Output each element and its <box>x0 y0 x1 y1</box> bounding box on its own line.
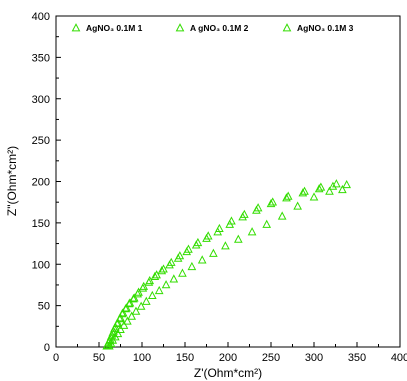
y-tick-label: 50 <box>38 301 50 313</box>
y-tick-label: 100 <box>32 259 50 271</box>
data-point <box>124 318 131 325</box>
x-axis-title: Z'(Ohm*cm²) <box>194 366 262 380</box>
plot-area-border <box>56 16 400 347</box>
plot-frame <box>56 16 400 347</box>
data-point <box>210 250 217 257</box>
y-tick-label: 200 <box>32 177 50 189</box>
data-point <box>149 292 156 299</box>
data-point <box>263 221 270 228</box>
x-tick-label: 250 <box>262 352 280 364</box>
data-point <box>326 188 333 195</box>
data-point <box>128 313 135 320</box>
data-point <box>249 228 256 235</box>
data-point <box>179 270 186 277</box>
series-2 <box>103 180 340 349</box>
data-point <box>222 242 229 249</box>
data-point <box>163 281 170 288</box>
data-point <box>311 193 318 200</box>
data-point <box>199 256 206 263</box>
legend-marker-icon <box>284 24 291 31</box>
data-point <box>294 203 301 210</box>
data-point <box>170 275 177 282</box>
data-point <box>343 181 350 188</box>
y-tick-label: 150 <box>32 218 50 230</box>
legend-item-2: A gNO₃ 0.1M 2 <box>177 23 249 33</box>
x-tick-label: 400 <box>391 352 407 364</box>
y-axis: 0 50 100 150 200 250 300 350 400 <box>32 11 61 354</box>
y-tick-label: 300 <box>32 94 50 106</box>
data-point <box>156 287 163 294</box>
x-tick-label: 350 <box>348 352 366 364</box>
data-point <box>279 212 286 219</box>
x-tick-label: 200 <box>219 352 237 364</box>
legend-item-1: AgNO₃ 0.1M 1 <box>73 23 143 33</box>
y-tick-label: 350 <box>32 52 50 64</box>
legend-label: A gNO₃ 0.1M 2 <box>190 23 249 33</box>
legend-item-3: AgNO₃ 0.1M 3 <box>284 23 354 33</box>
legend-label: AgNO₃ 0.1M 3 <box>297 23 354 33</box>
y-tick-label: 0 <box>44 342 50 354</box>
legend-label: AgNO₃ 0.1M 1 <box>86 23 143 33</box>
x-tick-label: 50 <box>93 352 105 364</box>
x-tick-label: 0 <box>53 352 59 364</box>
y-tick-label: 250 <box>32 135 50 147</box>
y-axis-title: Z"(Ohm*cm²) <box>5 146 19 216</box>
data-series-layer <box>103 180 350 349</box>
legend-marker-icon <box>177 24 184 31</box>
legend: AgNO₃ 0.1M 1 A gNO₃ 0.1M 2 AgNO₃ 0.1M 3 <box>73 23 354 33</box>
x-tick-label: 100 <box>133 352 151 364</box>
series-1 <box>104 181 350 348</box>
data-point <box>188 263 195 270</box>
data-point <box>235 236 242 243</box>
legend-marker-icon <box>73 24 80 31</box>
x-tick-label: 300 <box>305 352 323 364</box>
x-tick-label: 150 <box>176 352 194 364</box>
y-tick-label: 400 <box>32 11 50 23</box>
series-3 <box>106 186 346 349</box>
